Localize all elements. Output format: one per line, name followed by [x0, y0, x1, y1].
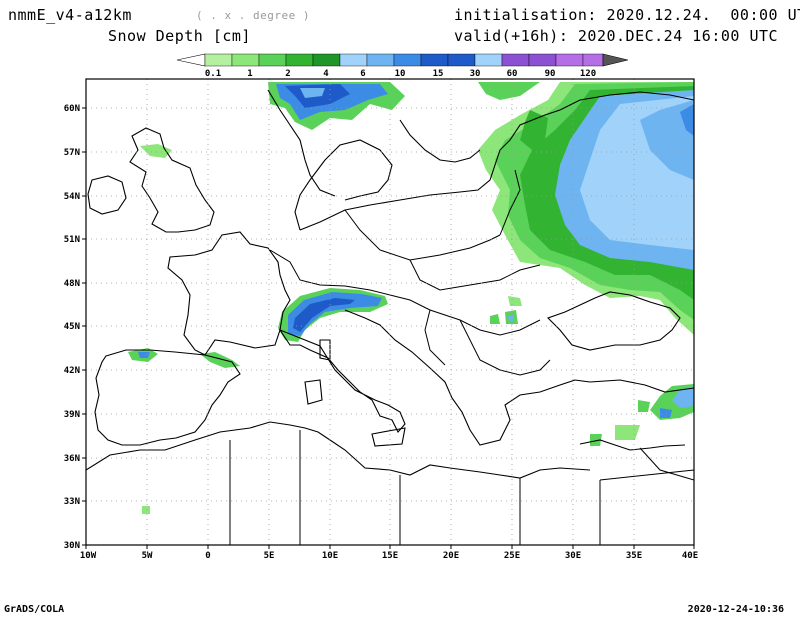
colorbar-label: 90: [545, 69, 556, 79]
colorbar-swatch: [582, 53, 604, 67]
colorbar-swatch: [204, 53, 233, 67]
lat-label: 48N: [64, 279, 80, 289]
lon-label: 15E: [382, 551, 398, 561]
colorbar-swatch: [393, 53, 422, 67]
lon-label: 10E: [322, 551, 338, 561]
colorbar-swatch: [528, 53, 557, 67]
lon-label: 40E: [682, 551, 698, 561]
colorbar-swatch: [501, 53, 530, 67]
colorbar-label: 6: [360, 69, 365, 79]
colorbar-swatch: [339, 53, 368, 67]
colorbar-swatch: [366, 53, 395, 67]
snow-field: [128, 82, 694, 514]
lat-label: 51N: [64, 235, 80, 245]
lon-label: 0: [205, 551, 210, 561]
lat-label: 39N: [64, 410, 80, 420]
colorbar-label: 120: [580, 69, 596, 79]
colorbar-swatch: [447, 53, 476, 67]
valid-time: valid(+16h): 2020.DEC.24 16:00 UTC: [454, 27, 779, 45]
colorbar-label: 10: [395, 69, 406, 79]
variable-title: Snow Depth [cm]: [108, 27, 251, 45]
colorbar-swatch: [285, 53, 314, 67]
colorbar-label: 15: [433, 69, 444, 79]
colorbar-swatch: [258, 53, 287, 67]
lat-label: 36N: [64, 454, 80, 464]
lat-label: 54N: [64, 192, 80, 202]
model-title: nmmE_v4-a12km: [8, 6, 132, 24]
colorbar-swatch: [231, 53, 260, 67]
colorbar-swatch: [474, 53, 503, 67]
colorbar-label: 2: [285, 69, 290, 79]
colorbar-label: 4: [323, 69, 329, 79]
init-time: initialisation: 2020.12.24. 00:00 UTC: [454, 6, 800, 24]
colorbar-label: 0.1: [205, 69, 221, 79]
lon-label: 30E: [565, 551, 581, 561]
lat-label: 45N: [64, 322, 80, 332]
axis-ticks: [82, 107, 695, 549]
coastlines: [86, 89, 694, 545]
lon-label: 10W: [80, 551, 97, 561]
units-hint: ( . x . degree ): [196, 9, 310, 22]
lon-label: 5W: [142, 551, 153, 561]
lon-label: 25E: [504, 551, 520, 561]
colorbar-right-arrow: [602, 53, 629, 67]
colorbar: 0.1 1 2 4 6 10 15 30 60 90 120: [176, 53, 629, 79]
lat-label: 33N: [64, 497, 80, 507]
footer-timestamp: 2020-12-24-10:36: [687, 604, 784, 615]
lat-label: 30N: [64, 541, 80, 551]
colorbar-label: 60: [507, 69, 518, 79]
colorbar-label: 30: [470, 69, 481, 79]
lat-label: 42N: [64, 366, 80, 376]
lon-label: 20E: [443, 551, 459, 561]
colorbar-swatch: [420, 53, 449, 67]
colorbar-swatch: [312, 53, 341, 67]
lat-label: 57N: [64, 148, 80, 158]
footer-credit: GrADS/COLA: [4, 604, 65, 615]
lon-label: 5E: [264, 551, 275, 561]
colorbar-left-arrow: [176, 53, 206, 67]
lat-label: 60N: [64, 104, 80, 114]
colorbar-swatch: [555, 53, 584, 67]
colorbar-label: 1: [247, 69, 252, 79]
lon-label: 35E: [626, 551, 642, 561]
